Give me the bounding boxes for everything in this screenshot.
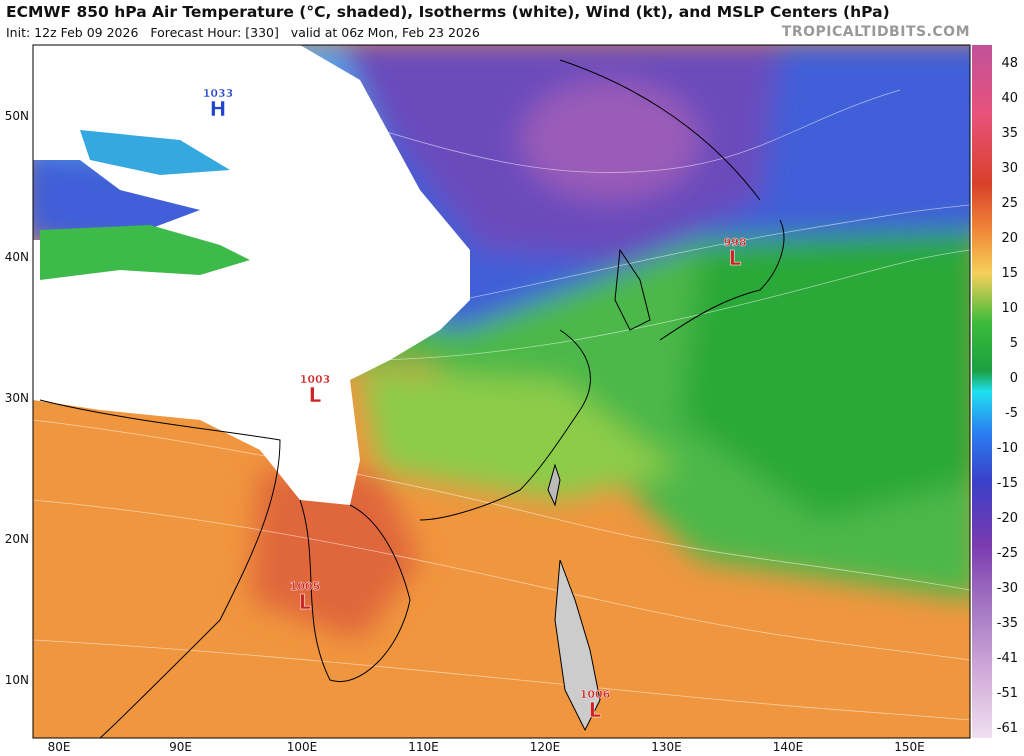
colorbar-label: -20 bbox=[997, 511, 1018, 526]
pressure-center: L bbox=[729, 246, 742, 270]
colorbar-label: 35 bbox=[1001, 126, 1018, 141]
map-subtitle: Init: 12z Feb 09 2026 Forecast Hour: [33… bbox=[6, 25, 480, 40]
pressure-center: L bbox=[309, 383, 322, 407]
temperature-field bbox=[33, 45, 970, 738]
pressure-value: 1033 bbox=[203, 87, 234, 100]
colorbar-label: -61 bbox=[997, 721, 1018, 736]
colorbar-label: 40 bbox=[1001, 91, 1018, 106]
longitude-label: 80E bbox=[48, 740, 71, 754]
longitude-label: 130E bbox=[651, 740, 682, 754]
map-title: ECMWF 850 hPa Air Temperature (°C, shade… bbox=[6, 3, 890, 21]
colorbar-label: -25 bbox=[997, 546, 1018, 561]
colorbar bbox=[972, 45, 992, 738]
colorbar-label: 25 bbox=[1001, 196, 1018, 211]
latitude-label: 40N bbox=[5, 250, 29, 264]
colorbar-label: 0 bbox=[1010, 371, 1018, 386]
colorbar-label: -30 bbox=[997, 581, 1018, 596]
latitude-label: 30N bbox=[5, 391, 29, 405]
colorbar-label: -41 bbox=[997, 651, 1018, 666]
colorbar-label: -10 bbox=[997, 441, 1018, 456]
colorbar-label: 5 bbox=[1010, 336, 1018, 351]
longitude-label: 140E bbox=[773, 740, 804, 754]
colorbar-label: 15 bbox=[1001, 266, 1018, 281]
site-name: TROPICALTIDBITS.COM bbox=[781, 24, 970, 40]
pressure-center: L bbox=[589, 698, 602, 722]
colorbar-label: 48 bbox=[1001, 56, 1018, 71]
colorbar-label: -35 bbox=[997, 616, 1018, 631]
colorbar-label: -51 bbox=[997, 686, 1018, 701]
longitude-label: 90E bbox=[169, 740, 192, 754]
map-frame bbox=[32, 44, 971, 739]
colorbar-label: -5 bbox=[1005, 406, 1018, 421]
pressure-value: 998 bbox=[724, 236, 747, 249]
longitude-label: 150E bbox=[894, 740, 925, 754]
longitude-label: 110E bbox=[408, 740, 439, 754]
longitude-label: 120E bbox=[530, 740, 561, 754]
colorbar-label: 20 bbox=[1001, 231, 1018, 246]
pressure-value: 1006 bbox=[580, 688, 611, 701]
pressure-center: H bbox=[210, 97, 227, 121]
latitude-label: 10N bbox=[5, 673, 29, 687]
latitude-label: 50N bbox=[5, 109, 29, 123]
latitude-label: 20N bbox=[5, 532, 29, 546]
pressure-value: 1005 bbox=[290, 580, 321, 593]
colorbar-label: -15 bbox=[997, 476, 1018, 491]
colorbar-label: 30 bbox=[1001, 161, 1018, 176]
longitude-label: 100E bbox=[287, 740, 318, 754]
colorbar-label: 10 bbox=[1001, 301, 1018, 316]
pressure-value: 1003 bbox=[300, 373, 331, 386]
pressure-center: L bbox=[299, 590, 312, 614]
